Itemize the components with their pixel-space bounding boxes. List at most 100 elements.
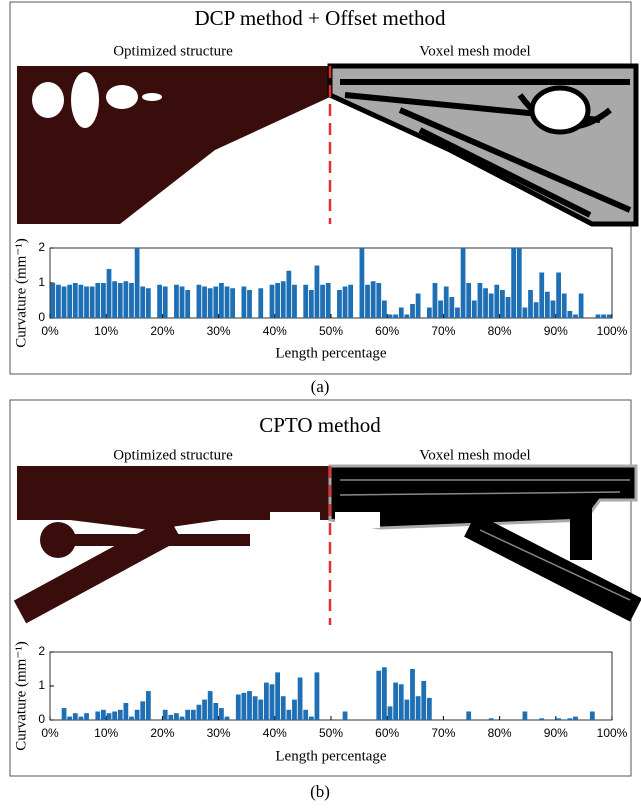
bar [163,287,168,319]
bar [123,281,128,318]
bar [225,717,230,720]
annotation: Voxel mesh model [419,447,530,463]
x-axis-label: Length percentage [275,345,387,361]
bar [438,301,443,319]
bar [360,248,365,318]
bar [567,718,572,720]
bar [298,678,303,721]
x-tick-label: 30% [207,726,231,740]
bar [517,248,522,318]
bar [506,297,511,318]
x-tick-label: 10% [94,324,118,338]
bar [79,285,84,318]
caption: (a) [311,377,330,396]
bar [225,287,230,319]
annotation: Optimized structure [113,447,233,463]
bar [466,712,471,721]
x-tick-label: 0% [41,726,59,740]
bar [388,315,393,319]
x-tick-label: 70% [431,726,455,740]
y-tick-label: 2 [38,644,45,658]
bar [348,285,353,318]
x-tick-label: 80% [488,726,512,740]
bar [236,695,241,721]
x-tick-label: 20% [150,726,174,740]
bar [135,710,140,720]
bar [62,708,67,720]
bar [343,712,348,721]
bar [556,718,561,720]
bar [286,271,291,318]
bar [607,315,612,319]
bar [95,283,100,318]
bar [242,287,247,319]
bar [107,713,112,720]
bar [500,290,505,318]
x-tick-label: 10% [94,726,118,740]
bar [163,710,168,720]
bar [303,710,308,720]
bar [146,691,151,720]
bar [247,691,252,720]
bar [601,315,606,319]
bar [365,285,370,318]
plot-frame [50,652,612,720]
bar [191,710,196,720]
structure-b [17,466,636,625]
bar [292,285,297,318]
bar [573,717,578,720]
y-axis-label: Curvature (mm⁻¹) [13,641,29,750]
bar [157,285,162,318]
bar [56,285,61,318]
bar [118,283,123,318]
bar [523,712,528,721]
bar [123,703,128,720]
bar [286,710,291,720]
bar [466,283,471,318]
bar [258,700,263,720]
x-axis-label: Length percentage [275,748,387,764]
x-tick-label: 50% [319,324,343,338]
y-axis-label: Curvature (mm⁻¹) [13,238,29,347]
bar [320,285,325,318]
bar [101,283,106,318]
bar [388,706,393,720]
bar [393,315,398,319]
bar [494,285,499,318]
x-tick-label: 60% [375,726,399,740]
bar [242,693,247,720]
y-tick-label: 0 [38,310,45,324]
x-tick-label: 50% [319,726,343,740]
bar [270,285,275,318]
plot-frame [50,248,612,318]
bar [404,700,409,720]
bar [253,696,258,720]
x-tick-label: 100% [597,726,628,740]
bar [483,288,488,318]
bar [416,294,421,319]
bar [427,308,432,319]
bar [399,684,404,720]
bar [382,667,387,720]
bar [213,703,218,720]
bar [213,287,218,319]
bar [118,710,123,720]
bar [180,717,185,720]
x-tick-label: 70% [431,324,455,338]
structure-a [17,66,636,224]
panel-title: DCP method + Offset method [195,6,446,30]
bar [112,281,117,318]
y-tick-label: 1 [38,275,45,289]
bar [376,283,381,318]
bar [309,290,314,318]
bar [140,287,145,319]
bar [410,304,415,318]
x-tick-label: 0% [41,324,59,338]
x-tick-label: 100% [597,324,628,338]
bar [427,698,432,720]
bar [90,287,95,319]
bar [50,283,55,318]
bar [140,701,145,720]
bar [208,288,213,318]
bar [489,294,494,319]
